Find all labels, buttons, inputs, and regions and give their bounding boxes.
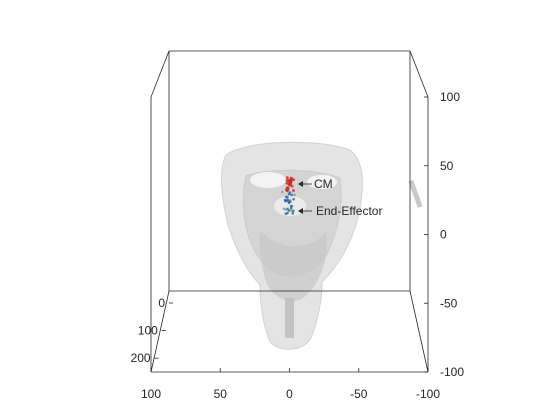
- end-effector-point: [283, 198, 287, 202]
- edge-bottom-left: [150, 290, 170, 373]
- end-effector-point: [286, 195, 289, 199]
- axes-box: [150, 50, 429, 373]
- z-tick-label: 0: [440, 228, 447, 242]
- head-mesh: [221, 141, 423, 350]
- z-axis-ticks: 100 50 0 -50 -100: [424, 90, 464, 379]
- side-rod: [408, 179, 423, 208]
- cm-point: [286, 176, 289, 180]
- x-tick-label: 50: [214, 387, 228, 401]
- annotation-cm-arrowhead: [298, 181, 303, 187]
- aux-point: [289, 199, 292, 202]
- neck-column: [285, 298, 294, 338]
- head-lower-shadow: [259, 230, 327, 302]
- aux-point: [287, 209, 290, 212]
- z-tick-label: -50: [440, 296, 458, 310]
- annotation-ee-label: End-Effector: [316, 204, 382, 218]
- end-effector-point: [292, 209, 295, 213]
- cm-point: [292, 189, 295, 192]
- end-effector-point: [288, 191, 292, 194]
- z-tick-label: 100: [440, 90, 460, 104]
- y-tick-label: 200: [131, 351, 151, 365]
- eye-socket-right: [307, 175, 337, 189]
- z-tick-label: 50: [440, 159, 454, 173]
- x-tick-label: -100: [416, 387, 440, 401]
- cm-point: [290, 184, 294, 188]
- z-tick-label: -100: [440, 365, 464, 379]
- end-effector-point: [291, 212, 295, 215]
- cm-point: [292, 178, 296, 182]
- cm-point: [286, 187, 290, 191]
- cm-point: [288, 178, 292, 182]
- aux-point: [281, 190, 284, 194]
- x-tick-label: 0: [286, 387, 293, 401]
- point-cloud: [281, 176, 296, 216]
- cm-point: [289, 181, 293, 185]
- end-effector-point: [289, 206, 293, 210]
- annotation-ee-arrowhead: [298, 208, 303, 214]
- cm-point: [287, 183, 291, 187]
- x-tick-label: -50: [350, 387, 368, 401]
- annotation-cm: CM: [298, 177, 333, 191]
- y-tick-label: 0: [158, 296, 165, 310]
- end-effector-point: [292, 197, 295, 201]
- eye-socket-left: [250, 172, 286, 188]
- edge-bottom-right: [409, 290, 429, 373]
- aux-point: [293, 193, 296, 196]
- end-effector-point: [290, 193, 293, 197]
- aux-point: [290, 209, 293, 212]
- annotation-end-effector: End-Effector: [298, 204, 382, 218]
- x-axis-ticks: 100 50 0 -50 -100: [141, 368, 440, 401]
- edge-top-right: [409, 50, 429, 98]
- x-tick-label: 100: [141, 387, 161, 401]
- annotation-cm-label: CM: [314, 177, 333, 191]
- aux-point: [284, 208, 287, 211]
- edge-top-left: [150, 50, 170, 98]
- cm-point: [285, 179, 289, 182]
- aux-point: [290, 205, 293, 208]
- y-tick-label: 100: [138, 324, 158, 338]
- end-effector-point: [284, 212, 288, 216]
- end-effector-point: [286, 207, 289, 211]
